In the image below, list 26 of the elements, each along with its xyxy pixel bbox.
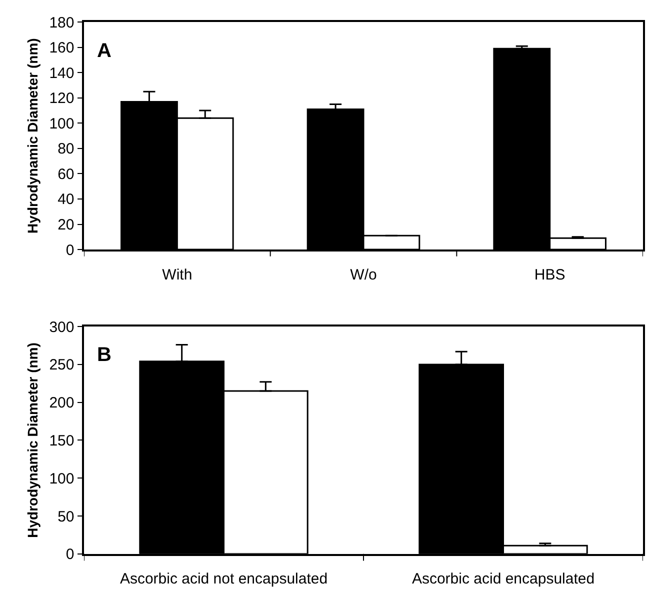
x-tick-label: Ascorbic acid encapsulated xyxy=(412,570,595,588)
y-tick-label: 100 xyxy=(49,470,74,488)
y-tick-label: 60 xyxy=(58,166,74,183)
y-tick-label: 50 xyxy=(58,508,74,526)
y-tick-label: 140 xyxy=(49,64,74,82)
y-tick-label: 150 xyxy=(49,432,74,450)
y-tick-label: 40 xyxy=(58,191,74,208)
y-tick-label: 180 xyxy=(49,14,74,32)
y-axis-title: Hydrodynamic Diameter (nm) xyxy=(24,38,40,234)
annotation: B xyxy=(97,344,112,366)
y-axis-title: Hydrodynamic Diameter (nm) xyxy=(24,342,40,538)
y-tick-label: 160 xyxy=(49,40,74,57)
y-tick-label: 250 xyxy=(49,356,74,374)
y-tick-label: 0 xyxy=(66,546,74,564)
x-tick-label: HBS xyxy=(534,266,566,284)
y-tick-label: 20 xyxy=(58,216,74,234)
annotation: A xyxy=(97,40,112,62)
x-tick-label: W/o xyxy=(350,266,377,284)
x-tick-label: Ascorbic acid not encapsulated xyxy=(120,570,328,588)
y-tick-label: 300 xyxy=(49,318,74,336)
y-tick-label: 80 xyxy=(58,140,74,158)
y-tick-label: 0 xyxy=(66,242,74,259)
y-tick-label: 100 xyxy=(49,115,74,132)
y-tick-label: 200 xyxy=(49,394,74,412)
y-tick-label: 120 xyxy=(49,90,74,108)
x-tick-label: With xyxy=(162,266,192,284)
